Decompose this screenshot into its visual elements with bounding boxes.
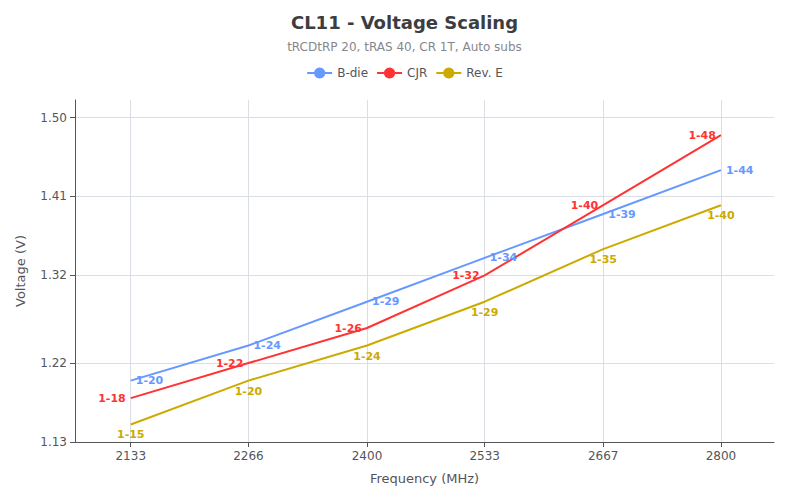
svg-text:1.41: 1.41	[40, 189, 67, 203]
svg-text:1-20: 1-20	[136, 374, 164, 387]
svg-text:1.50: 1.50	[40, 111, 67, 125]
svg-text:1-32: 1-32	[452, 269, 480, 282]
svg-text:1-15: 1-15	[117, 428, 145, 441]
svg-text:Voltage (V): Voltage (V)	[13, 235, 28, 307]
svg-text:1.13: 1.13	[40, 435, 67, 449]
svg-text:tRCDtRP 20, tRAS 40, CR 1T, Au: tRCDtRP 20, tRAS 40, CR 1T, Auto subs	[287, 40, 522, 54]
svg-text:2400: 2400	[352, 449, 383, 463]
svg-text:1-29: 1-29	[471, 306, 499, 319]
svg-text:1-40: 1-40	[571, 199, 599, 212]
svg-text:2133: 2133	[115, 449, 146, 463]
svg-text:1-39: 1-39	[608, 208, 636, 221]
svg-text:2667: 2667	[588, 449, 619, 463]
svg-text:1.22: 1.22	[40, 356, 67, 370]
svg-text:1-34: 1-34	[490, 251, 518, 264]
svg-text:Frequency (MHz): Frequency (MHz)	[370, 471, 479, 486]
svg-text:Rev. E: Rev. E	[466, 66, 503, 80]
svg-text:2533: 2533	[469, 449, 500, 463]
svg-text:1-24: 1-24	[253, 339, 281, 352]
svg-text:2800: 2800	[706, 449, 737, 463]
svg-text:CL11 - Voltage Scaling: CL11 - Voltage Scaling	[291, 12, 518, 33]
svg-text:1-44: 1-44	[726, 164, 754, 177]
svg-text:1-26: 1-26	[334, 322, 362, 335]
svg-text:1.32: 1.32	[40, 268, 67, 282]
svg-text:1-48: 1-48	[688, 129, 716, 142]
svg-text:1-40: 1-40	[707, 209, 735, 222]
svg-text:1-35: 1-35	[589, 253, 617, 266]
svg-text:B-die: B-die	[337, 66, 368, 80]
svg-text:CJR: CJR	[407, 66, 427, 80]
svg-text:1-20: 1-20	[235, 385, 263, 398]
svg-text:1-29: 1-29	[372, 295, 400, 308]
svg-text:1-18: 1-18	[98, 392, 126, 405]
svg-text:1-22: 1-22	[216, 357, 244, 370]
svg-text:1-24: 1-24	[353, 350, 381, 363]
svg-text:2266: 2266	[233, 449, 264, 463]
